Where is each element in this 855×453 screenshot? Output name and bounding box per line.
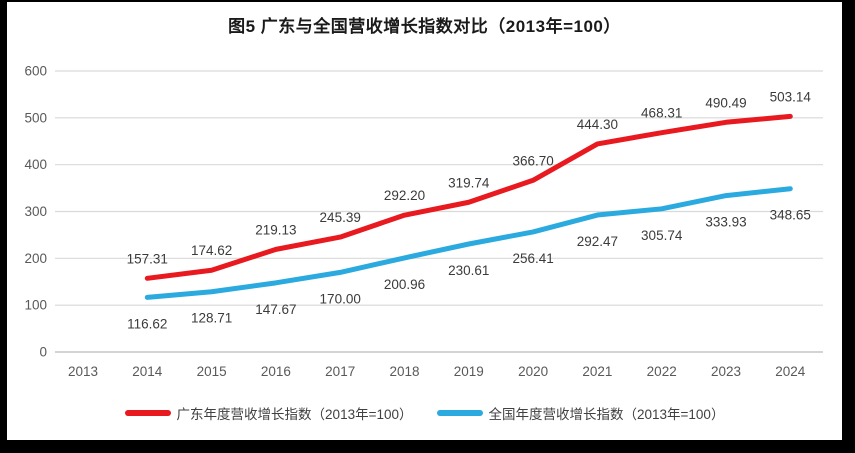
- series-line-1: [144, 186, 793, 300]
- data-label: 128.71: [191, 311, 232, 326]
- data-label: 490.49: [705, 95, 746, 110]
- line-chart: 0 100 200 300 400 500 600 2013 2014 2015 2016 2017 2…: [24, 64, 823, 379]
- data-label: 256.41: [512, 251, 553, 266]
- y-tick-label: 500: [24, 110, 47, 125]
- x-tick-label: 2015: [197, 364, 227, 379]
- data-label: 219.13: [255, 222, 296, 237]
- y-tick-label: 200: [24, 251, 47, 266]
- y-tick-label: 0: [39, 345, 47, 360]
- series-line-0: [144, 113, 793, 281]
- x-tick-label: 2022: [647, 364, 677, 379]
- x-tick-label: 2018: [389, 364, 419, 379]
- data-label: 366.70: [512, 153, 553, 168]
- data-label: 147.67: [255, 302, 296, 317]
- red-line-swatch: [124, 410, 171, 416]
- x-tick-label: 2024: [775, 364, 806, 379]
- data-label: 292.47: [577, 234, 618, 249]
- data-label: 157.31: [127, 251, 168, 266]
- x-tick-label: 2019: [454, 364, 484, 379]
- x-tick-label: 2021: [582, 364, 612, 379]
- legend-label-guangdong: 广东年度营收增长指数（2013年=100）: [176, 407, 413, 422]
- x-tick-label: 2017: [325, 364, 355, 379]
- chart-title: 图5 广东与全国营收增长指数对比（2013年=100）: [228, 17, 621, 36]
- legend-item-guangdong: 广东年度营收增长指数（2013年=100）: [124, 403, 413, 423]
- data-label: 170.00: [320, 291, 361, 306]
- legend-item-national: 全国年度营收增长指数（2013年=100）: [436, 403, 725, 423]
- data-label: 116.62: [127, 316, 167, 331]
- x-tick-label: 2023: [711, 364, 741, 379]
- chart-legend: 广东年度营收增长指数（2013年=100） 全国年度营收增长指数（2013年=1…: [7, 403, 842, 423]
- legend-label-national: 全国年度营收增长指数（2013年=100）: [488, 407, 725, 422]
- data-label: 319.74: [448, 175, 490, 190]
- data-label: 305.74: [641, 228, 683, 243]
- data-label: 200.96: [384, 277, 425, 292]
- data-label: 174.62: [191, 243, 232, 258]
- x-tick-label: 2013: [68, 364, 98, 379]
- x-tick-label: 2020: [518, 364, 548, 379]
- y-tick-label: 300: [24, 204, 47, 219]
- data-label: 230.61: [448, 263, 489, 278]
- x-tick-label: 2014: [132, 364, 163, 379]
- y-tick-label: 400: [24, 157, 47, 172]
- y-tick-label: 100: [24, 298, 47, 313]
- y-tick-label: 600: [24, 64, 47, 79]
- data-label: 468.31: [641, 106, 682, 121]
- data-label: 333.93: [705, 215, 746, 230]
- data-label: 503.14: [770, 89, 812, 104]
- x-tick-label: 2016: [261, 364, 291, 379]
- blue-line-swatch: [436, 410, 483, 416]
- data-label: 444.30: [577, 117, 618, 132]
- data-label: 292.20: [384, 188, 425, 203]
- data-label: 348.65: [770, 208, 811, 223]
- data-label: 245.39: [320, 210, 361, 225]
